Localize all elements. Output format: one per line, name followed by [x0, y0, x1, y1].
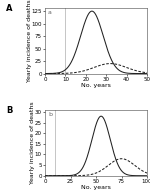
X-axis label: No. years: No. years: [81, 185, 111, 190]
Text: a: a: [48, 10, 52, 15]
Text: B: B: [6, 106, 13, 115]
Y-axis label: Yearly incidence of deaths: Yearly incidence of deaths: [27, 0, 32, 82]
Y-axis label: Yearly incidence of deaths: Yearly incidence of deaths: [30, 101, 35, 184]
Text: b: b: [48, 112, 52, 117]
Text: A: A: [6, 4, 13, 13]
X-axis label: No. years: No. years: [81, 83, 111, 88]
